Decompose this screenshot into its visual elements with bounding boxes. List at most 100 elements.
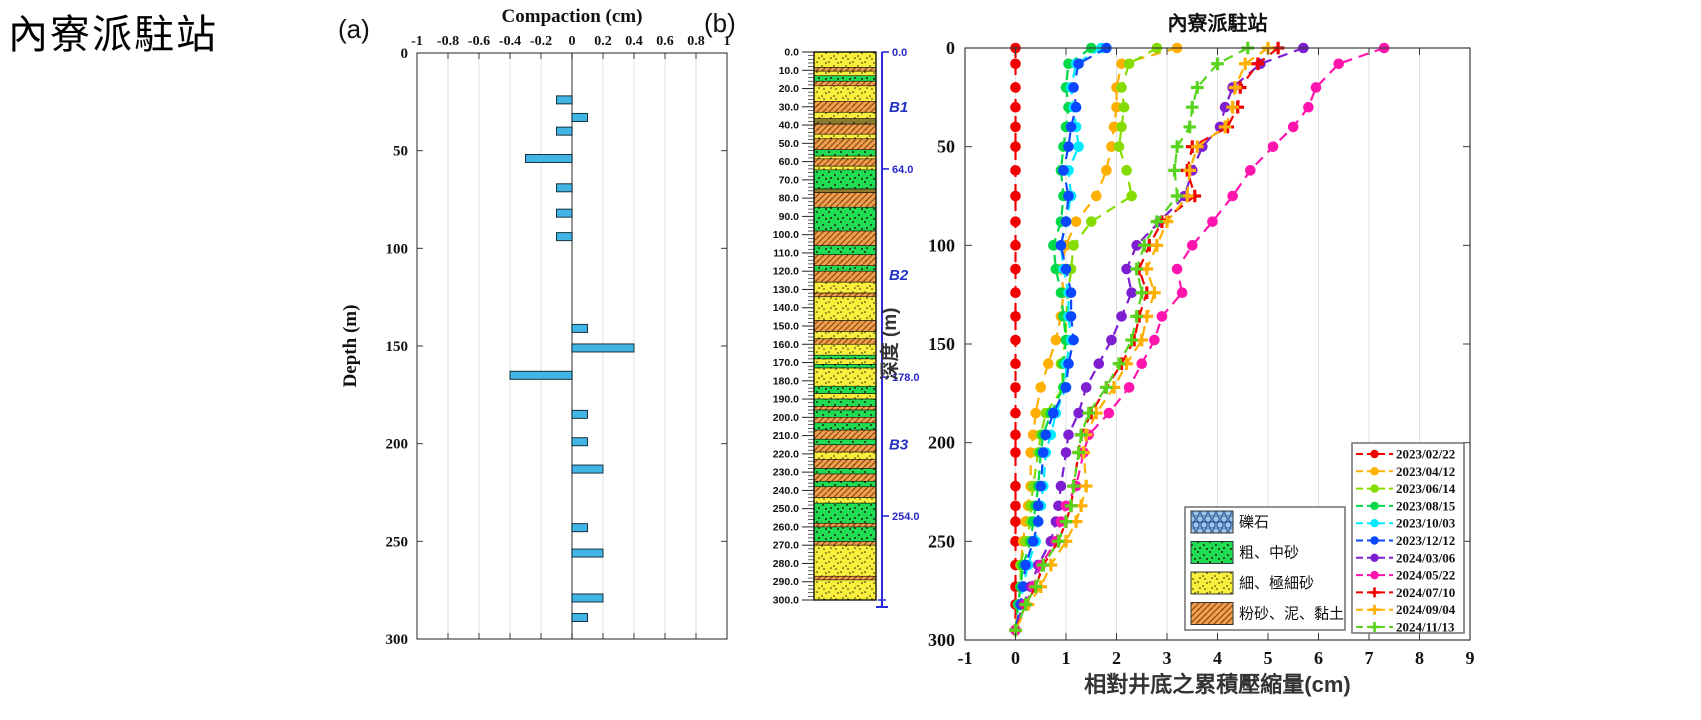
- series-marker: [1010, 536, 1021, 547]
- series-marker: [1036, 558, 1050, 572]
- series-marker: [1131, 240, 1142, 251]
- panel-a-ytick-label: 100: [386, 241, 409, 257]
- legend-marker: [1369, 604, 1380, 615]
- series-marker: [1207, 216, 1218, 227]
- series-marker: [1010, 165, 1021, 176]
- series-marker: [1137, 239, 1151, 252]
- panel-c-ytick-label: 150: [928, 334, 955, 354]
- series-marker: [1170, 140, 1184, 153]
- series-marker: [1074, 428, 1088, 442]
- panel-a-axis-ticks: -1 -0.8 -0.6 -0.4 -0.2 0 0.2 0.4 0.6 0.8 1 0 50 100 15…: [386, 34, 731, 648]
- series-marker: [1082, 406, 1096, 420]
- series-marker: [1010, 82, 1021, 93]
- series-marker: [1063, 190, 1074, 202]
- series-marker: [1037, 447, 1049, 458]
- compaction-bar: [556, 183, 573, 193]
- series-marker: [1055, 480, 1067, 492]
- legend-date-label: 2023/04/12: [1396, 464, 1455, 479]
- strat-depth-label: 0.0: [784, 47, 799, 59]
- series-marker: [1150, 239, 1164, 252]
- series-legend: 2023/02/22 2023/04/12 2023/06/14 2023/08/15…: [1351, 442, 1465, 635]
- compaction-bar: [571, 112, 588, 122]
- compaction-bar: [509, 370, 573, 380]
- series-marker: [1020, 559, 1031, 571]
- series-marker: [1079, 479, 1093, 493]
- lithology-label-coarse: 粗、中砂: [1239, 545, 1299, 562]
- series-marker: [1058, 165, 1069, 176]
- panel-a-xtick-label: 0.4: [625, 34, 643, 49]
- panel-a-xtick-label: -0.4: [499, 34, 521, 49]
- panel-a-ytick-label: 50: [393, 144, 408, 160]
- panel-a-xtick-label: 0.2: [594, 34, 612, 49]
- strat-depth-label: 120.0: [773, 266, 799, 278]
- series-marker: [1183, 120, 1197, 134]
- panel-c-ytick-label: 100: [928, 235, 955, 255]
- series-marker: [1136, 358, 1148, 370]
- series-marker: [1060, 216, 1072, 227]
- series-marker: [1219, 101, 1231, 113]
- panel-c-axis-ticks: -1 0 1 2 3 4 5 6 7 8 9 0 50 100 150 200 250 300: [928, 38, 1475, 668]
- series-marker: [1121, 165, 1132, 176]
- strat-depth-label: 140.0: [773, 302, 799, 314]
- lithology-label-gravel: 礫石: [1239, 514, 1269, 531]
- series-marker: [1267, 141, 1279, 152]
- panel-c-xtick-label: -1: [958, 648, 973, 668]
- series-marker: [1063, 358, 1074, 370]
- series-marker: [1100, 381, 1113, 394]
- legend-date-label: 2023/10/03: [1396, 516, 1456, 531]
- series-marker: [1150, 215, 1164, 228]
- legend-date-label: 2023/08/15: [1396, 498, 1456, 513]
- compaction-bar: [571, 613, 588, 623]
- series-marker: [1010, 121, 1021, 133]
- panel-c-xtick-label: 7: [1365, 648, 1374, 668]
- legend-marker: [1369, 622, 1380, 632]
- series-marker: [1065, 287, 1077, 298]
- panel-a-xtick-label: -1: [411, 34, 423, 49]
- lithology-swatch-fine: [1190, 571, 1234, 595]
- panel-a-ylabel: Depth (m): [340, 305, 361, 388]
- panel-c-xtick-label: 6: [1314, 648, 1323, 668]
- panel-c-ytick-label: 250: [928, 531, 955, 551]
- panel-c-xlabel: 相對井底之累積壓縮量(cm): [1084, 672, 1350, 697]
- series-marker: [1040, 429, 1052, 441]
- series-marker: [1070, 216, 1082, 227]
- strat-depth-label: 100.0: [773, 229, 799, 241]
- legend-date-label: 2024/05/22: [1396, 568, 1455, 583]
- panel-c-ytick-label: 200: [928, 433, 955, 453]
- panel-c-ytick-label: 300: [928, 630, 955, 650]
- series-marker: [1251, 57, 1265, 71]
- strat-depth-label: 210.0: [773, 430, 799, 442]
- panel-a-xtick-label: 0.6: [656, 34, 674, 49]
- strat-depth-label: 160.0: [773, 339, 799, 351]
- compaction-bar: [556, 95, 573, 105]
- strat-depth-ruler: 0.0 10.0 20.0 30.0 40.0 50.0 60.0 70.0 80.0 90.0 1…: [773, 47, 814, 607]
- series-marker: [1226, 100, 1239, 114]
- panel-c-xtick-label: 5: [1264, 648, 1273, 668]
- legend-marker: [1370, 519, 1379, 528]
- series-marker: [1063, 429, 1074, 441]
- panel-c-xtick-label: 8: [1415, 648, 1424, 668]
- series-marker: [1067, 479, 1080, 493]
- series-marker: [1010, 407, 1021, 419]
- series-line-2024/09/04: [1014, 47, 1269, 631]
- series-marker: [1287, 121, 1299, 133]
- strat-depth-label: 300.0: [773, 595, 799, 607]
- legend-marker: [1370, 484, 1379, 493]
- panel-c-xtick-label: 1: [1062, 648, 1071, 668]
- panel-a-label: (a): [338, 14, 370, 44]
- strat-depth-label: 220.0: [773, 448, 799, 460]
- strat-zone-label-B2: B2: [889, 267, 909, 284]
- series-marker: [1149, 334, 1160, 346]
- series-marker: [1170, 189, 1184, 203]
- compaction-bar: [571, 437, 588, 447]
- series-marker: [1050, 334, 1062, 346]
- series-marker: [1106, 334, 1117, 346]
- lithology-swatch-coarse: [1190, 541, 1234, 564]
- series-marker: [1080, 382, 1092, 393]
- strat-interval-depth-label: 254.0: [892, 511, 920, 523]
- series-marker: [1010, 480, 1021, 492]
- series-marker: [1121, 263, 1132, 275]
- series-marker: [1118, 101, 1130, 113]
- series-marker: [1010, 263, 1021, 275]
- panel-a-ytick-label: 200: [386, 437, 409, 453]
